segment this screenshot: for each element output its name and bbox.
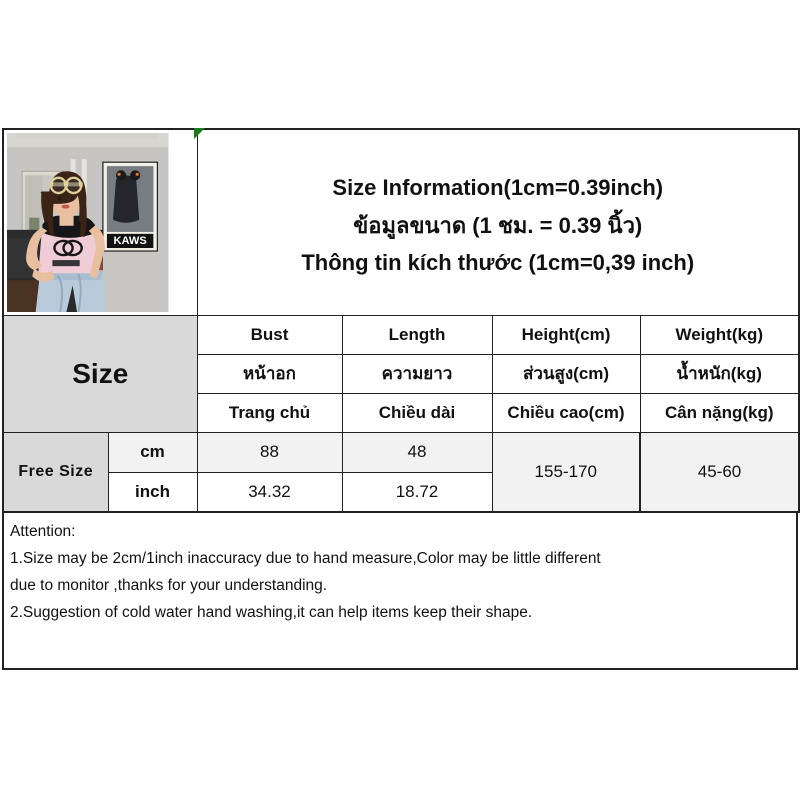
svg-text:KAWS: KAWS (114, 235, 147, 247)
